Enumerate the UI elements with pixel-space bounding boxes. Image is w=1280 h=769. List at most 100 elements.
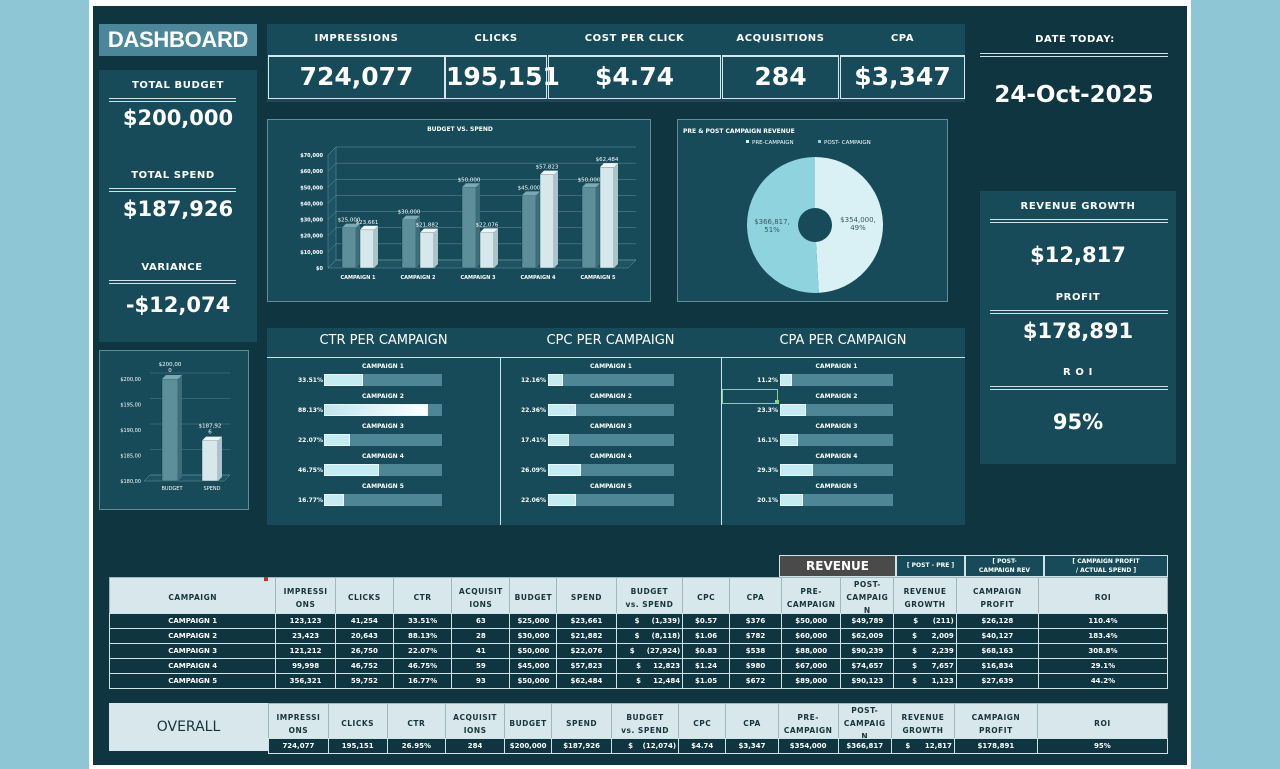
table-cell[interactable]: $ (27,924) [615, 643, 684, 659]
table-cell[interactable]: 28 [451, 628, 511, 644]
table-cell[interactable]: $90,123 [840, 673, 895, 689]
table-cell[interactable]: $40,127 [955, 628, 1039, 644]
column-header[interactable]: CLICKS [327, 703, 388, 744]
table-cell[interactable]: 123,123 [275, 613, 336, 629]
column-header[interactable]: BUDGET [503, 703, 553, 744]
column-header[interactable]: CPC [678, 703, 727, 744]
table-cell[interactable]: $1.24 [682, 658, 730, 674]
table-cell[interactable]: $50,000 [780, 613, 842, 629]
table-cell[interactable]: 26,750 [334, 643, 394, 659]
table-cell[interactable]: CAMPAIGN 3 [108, 643, 277, 659]
table-cell[interactable]: $50,000 [509, 643, 558, 659]
column-header[interactable]: IMPRESSI ONS [268, 703, 329, 744]
table-cell[interactable]: $89,000 [780, 673, 842, 689]
table-cell[interactable]: $25,000 [509, 613, 558, 629]
table-cell[interactable]: $22,076 [556, 643, 617, 659]
table-cell[interactable]: 356,321 [275, 673, 336, 689]
table-cell[interactable]: $45,000 [509, 658, 558, 674]
table-cell[interactable]: 33.51% [392, 613, 453, 629]
table-cell[interactable]: $67,000 [780, 658, 842, 674]
table-cell[interactable]: $0.83 [682, 643, 730, 659]
table-cell[interactable]: $ 2,009 [893, 628, 957, 644]
table-cell[interactable]: 41,254 [334, 613, 394, 629]
table-cell[interactable]: $187,926 [551, 738, 612, 754]
selected-cell[interactable] [722, 389, 778, 404]
table-cell[interactable]: $49,789 [840, 613, 895, 629]
table-cell[interactable]: $538 [728, 643, 783, 659]
table-cell[interactable]: $354,000 [777, 738, 839, 754]
table-cell[interactable]: 99,998 [275, 658, 336, 674]
column-header[interactable]: REVENUE GROWTH [891, 703, 955, 744]
table-cell[interactable]: $16,834 [955, 658, 1039, 674]
table-cell[interactable]: $ 2,239 [893, 643, 957, 659]
table-cell[interactable]: $30,000 [509, 628, 558, 644]
table-cell[interactable]: $ 1,123 [893, 673, 957, 689]
column-header[interactable]: ROI [1037, 577, 1169, 618]
table-cell[interactable]: CAMPAIGN 4 [108, 658, 277, 674]
column-header[interactable]: PRE- CAMPAIGN [777, 703, 839, 744]
table-cell[interactable]: 308.8% [1037, 643, 1169, 659]
table-cell[interactable]: 59 [451, 658, 511, 674]
column-header[interactable]: BUDGET vs. SPEND [615, 577, 684, 618]
table-cell[interactable]: $200,000 [503, 738, 553, 754]
table-cell[interactable]: 284 [445, 738, 505, 754]
column-header[interactable]: POST- CAMPAIG N [840, 577, 895, 618]
column-header[interactable]: SPEND [556, 577, 617, 618]
table-cell[interactable]: $ (211) [893, 613, 957, 629]
table-cell[interactable]: $90,239 [840, 643, 895, 659]
table-cell[interactable]: 121,212 [275, 643, 336, 659]
column-header[interactable]: BUDGET [509, 577, 558, 618]
table-cell[interactable]: $980 [728, 658, 783, 674]
table-cell[interactable]: 93 [451, 673, 511, 689]
table-cell[interactable]: $782 [728, 628, 783, 644]
table-cell[interactable]: CAMPAIGN 1 [108, 613, 277, 629]
table-cell[interactable]: 23,423 [275, 628, 336, 644]
table-cell[interactable]: $50,000 [509, 673, 558, 689]
column-header[interactable]: PRE- CAMPAIGN [780, 577, 842, 618]
column-header[interactable]: REVENUE GROWTH [893, 577, 957, 618]
table-cell[interactable]: 95% [1036, 738, 1169, 754]
table-cell[interactable]: $26,128 [955, 613, 1039, 629]
table-cell[interactable]: $ (1,339) [615, 613, 684, 629]
table-cell[interactable]: $23,661 [556, 613, 617, 629]
table-cell[interactable]: $376 [728, 613, 783, 629]
column-header[interactable]: CPA [728, 577, 783, 618]
table-cell[interactable]: $74,657 [840, 658, 895, 674]
table-cell[interactable]: 41 [451, 643, 511, 659]
column-header[interactable]: IMPRESSI ONS [275, 577, 336, 618]
table-cell[interactable]: $1.05 [682, 673, 730, 689]
table-cell[interactable]: $ 12,823 [615, 658, 684, 674]
column-header[interactable]: CTR [392, 577, 453, 618]
column-header[interactable]: ACQUISIT IONS [445, 703, 505, 744]
table-cell[interactable]: $21,882 [556, 628, 617, 644]
column-header[interactable]: POST- CAMPAIG N [837, 703, 893, 744]
table-cell[interactable]: CAMPAIGN 5 [108, 673, 277, 689]
table-cell[interactable]: 26.95% [386, 738, 447, 754]
table-cell[interactable]: $27,639 [955, 673, 1039, 689]
table-cell[interactable]: $57,823 [556, 658, 617, 674]
table-cell[interactable]: $68,163 [955, 643, 1039, 659]
table-cell[interactable]: 110.4% [1037, 613, 1169, 629]
column-header[interactable]: CLICKS [334, 577, 394, 618]
column-header[interactable]: CAMPAIGN PROFIT [955, 577, 1039, 618]
table-cell[interactable]: $366,817 [837, 738, 893, 754]
column-header[interactable]: CPC [682, 577, 730, 618]
table-cell[interactable]: $ 12,817 [891, 738, 955, 754]
table-cell[interactable]: $ (12,074) [610, 738, 680, 754]
column-header[interactable]: CAMPAIGN [108, 577, 277, 618]
table-cell[interactable]: $ 12,484 [615, 673, 684, 689]
table-cell[interactable]: $4.74 [678, 738, 727, 754]
table-cell[interactable]: $1.06 [682, 628, 730, 644]
table-cell[interactable]: $62,009 [840, 628, 895, 644]
table-cell[interactable]: 44.2% [1037, 673, 1169, 689]
table-cell[interactable]: $3,347 [725, 738, 779, 754]
table-cell[interactable]: 724,077 [268, 738, 329, 754]
table-cell[interactable]: $0.57 [682, 613, 730, 629]
table-cell[interactable]: CAMPAIGN 2 [108, 628, 277, 644]
table-cell[interactable]: 29.1% [1037, 658, 1169, 674]
table-cell[interactable]: 195,151 [327, 738, 388, 754]
table-cell[interactable]: 16.77% [392, 673, 453, 689]
table-cell[interactable]: 88.13% [392, 628, 453, 644]
table-cell[interactable]: 59,752 [334, 673, 394, 689]
table-cell[interactable]: 46,752 [334, 658, 394, 674]
